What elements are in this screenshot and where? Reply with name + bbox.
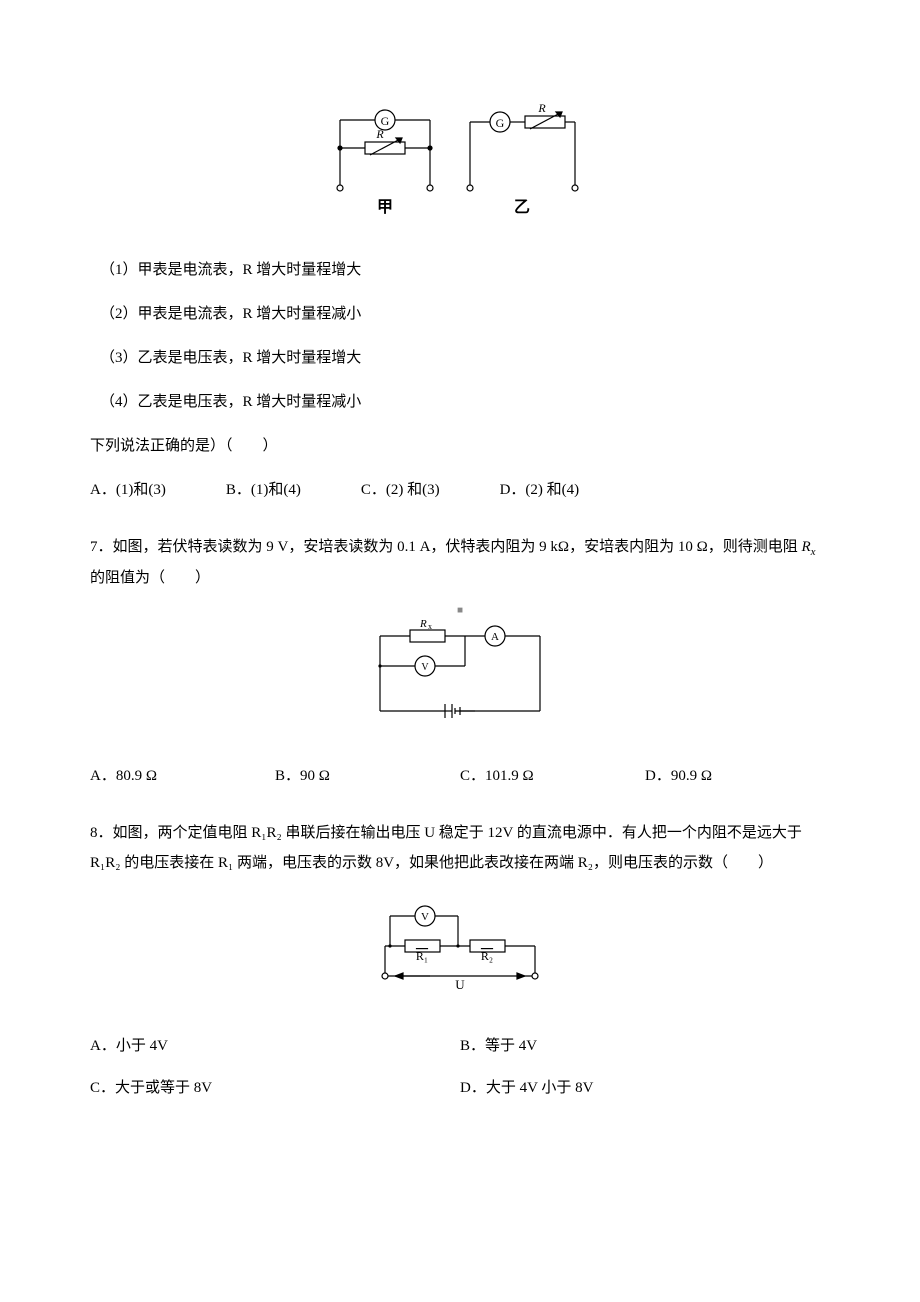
q8-u-label: U [455,977,465,992]
q6-option-d: D．(2) 和(4) [500,478,580,502]
watermark-icon: ■ [457,603,463,619]
q6-yi-g-label: G [496,116,505,130]
q7-text-pre: 7．如图，若伏特表读数为 9 V，安培表读数为 0.1 A，伏特表内阻为 9 k… [90,539,801,555]
q8-r2-label: R₂ [481,949,493,963]
q6-jia-g-label: G [381,114,390,128]
q6-jia-label: 甲 [377,198,393,216]
q6-question-text: 下列说法正确的是）（ ） [90,434,830,458]
q7-circuit-svg: R x A V [360,611,560,731]
q8-options: A．小于 4V B．等于 4V C．大于或等于 8V D．大于 4V 小于 8V [90,1034,830,1118]
q7-v-label: V [421,662,429,673]
q7-options: A．80.9 Ω B．90 Ω C．101.9 Ω D．90.9 Ω [90,764,830,788]
q7-text: 7．如图，若伏特表读数为 9 V，安培表读数为 0.1 A，伏特表内阻为 9 k… [90,532,830,593]
q6-statement-3: （3）乙表是电压表，R 增大时量程增大 [90,346,830,370]
q7-rx-x: x [811,546,816,558]
q7-text-post: 的阻值为（ ） [90,570,210,586]
q7-option-a: A．80.9 Ω [90,764,275,788]
q8-text: 8．如图，两个定值电阻 R₁R₂ 串联后接在输出电压 U 稳定于 12V 的直流… [90,818,830,878]
q8-option-b: B．等于 4V [460,1034,830,1058]
q6-statement-4: （4）乙表是电压表，R 增大时量程减小 [90,390,830,414]
q8-circuit-svg: V R₁ R₂ U [370,896,550,996]
q6-statement-1: （1）甲表是电流表，R 增大时量程增大 [90,258,830,282]
q7-option-d: D．90.9 Ω [645,764,830,788]
q6-jia-r-label: R [375,127,384,141]
q7-a-label: A [491,631,499,643]
q6-option-b: B．(1)和(4) [226,478,301,502]
q6-yi-r-label: R [537,101,546,115]
q6-diagram: G R 甲 G R 乙 [90,100,830,228]
q6-yi-label: 乙 [514,199,530,216]
q8-option-d: D．大于 4V 小于 8V [460,1076,830,1100]
q6-circuit-svg: G R 甲 G R 乙 [330,100,590,220]
q7-rx-label-r: R [419,618,427,630]
q6-options: A．(1)和(3) B．(1)和(4) C．(2) 和(3) D．(2) 和(4… [90,478,830,502]
q6-option-a: A．(1)和(3) [90,478,166,502]
q8-r1-label: R₁ [416,949,428,963]
q7-diagram: R x A V [90,611,830,739]
q8-diagram: V R₁ R₂ U [90,896,830,1004]
q7-rx-label-x: x [428,622,432,631]
q8-option-c: C．大于或等于 8V [90,1076,460,1100]
q8-option-a: A．小于 4V [90,1034,460,1058]
q6-option-c: C．(2) 和(3) [361,478,440,502]
q7-rx-r: R [801,539,810,555]
q7-option-c: C．101.9 Ω [460,764,645,788]
q7-option-b: B．90 Ω [275,764,460,788]
q6-statement-2: （2）甲表是电流表，R 增大时量程减小 [90,302,830,326]
q8-v-label: V [421,911,429,923]
